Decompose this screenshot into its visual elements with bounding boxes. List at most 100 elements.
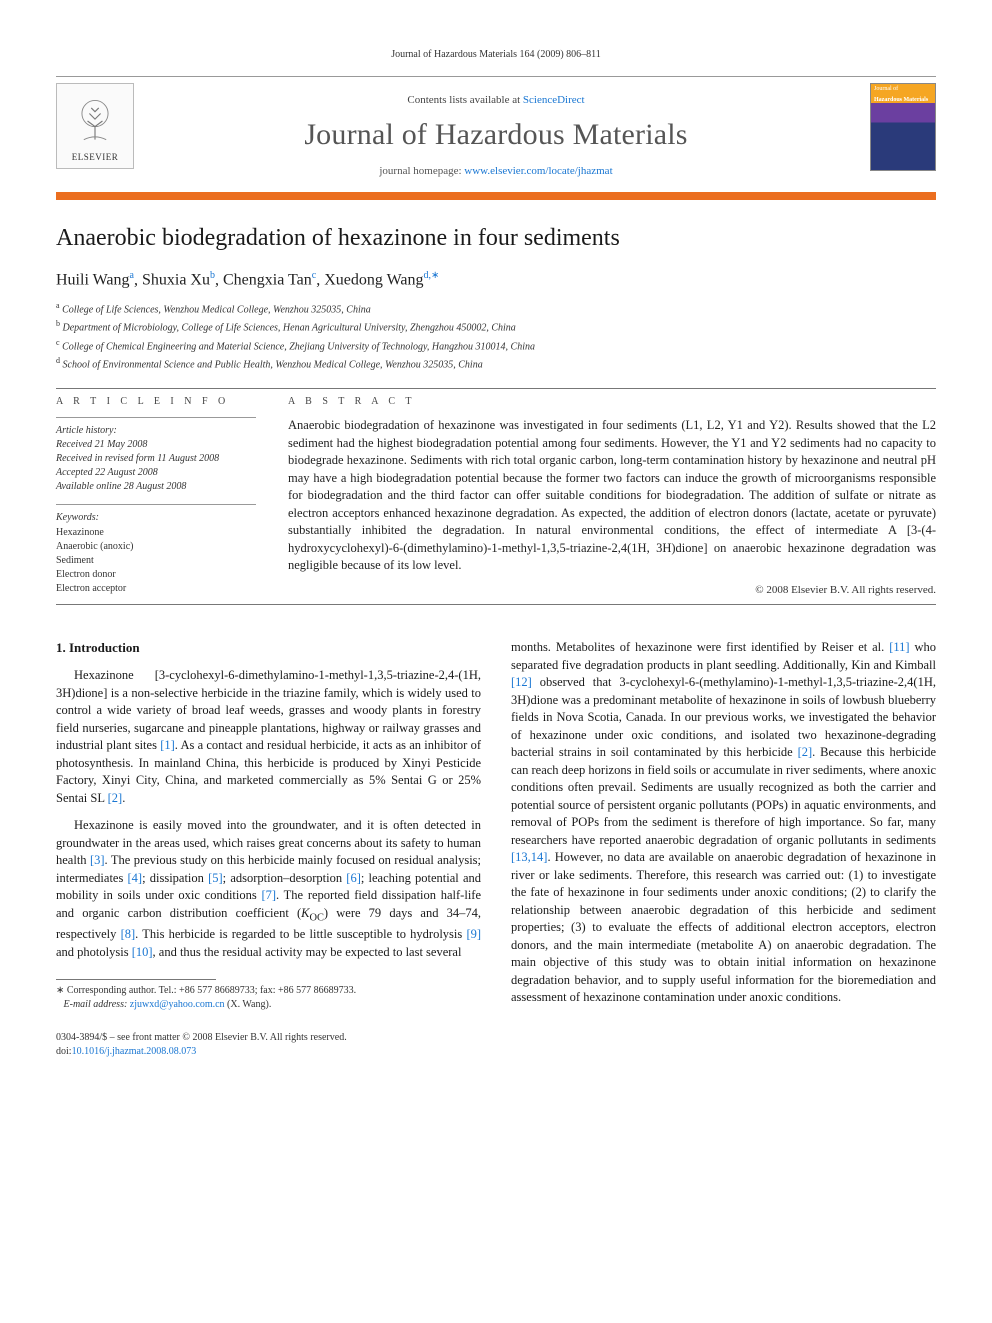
ref-9-link[interactable]: [9] (466, 927, 481, 941)
footer-doi-link[interactable]: 10.1016/j.jhazmat.2008.08.073 (72, 1046, 197, 1057)
p2i: and photolysis (56, 945, 132, 959)
ref-4-link[interactable]: [4] (128, 871, 143, 885)
homepage-prefix: journal homepage: (379, 165, 464, 177)
footnote-email-label: E-mail address: (64, 999, 130, 1010)
aff-d-sup: d (56, 356, 60, 365)
keywords-block: Keywords: Hexazinone Anaerobic (anoxic) … (56, 511, 256, 596)
authors-line: Huili Wanga, Shuxia Xub, Chengxia Tanc, … (56, 269, 936, 292)
p2d: ; adsorption–desorption (223, 871, 347, 885)
footnote-rule (56, 979, 216, 980)
history-revised: Received in revised form 11 August 2008 (56, 452, 256, 466)
ref-3-link[interactable]: [3] (90, 853, 105, 867)
ref-11-link[interactable]: [11] (889, 640, 909, 654)
koc-sub: OC (309, 912, 323, 923)
keyword-1: Hexazinone (56, 526, 256, 540)
cover-text-mid: Hazardous Materials (871, 95, 935, 106)
history-online: Available online 28 August 2008 (56, 480, 256, 494)
keyword-3: Sediment (56, 554, 256, 568)
article-history: Article history: Received 21 May 2008 Re… (56, 424, 256, 494)
aff-d-text: School of Environmental Science and Publ… (63, 359, 483, 370)
p3e: . However, no data are available on anae… (511, 850, 936, 1004)
cover-text-top: Journal of (871, 84, 935, 95)
elsevier-logo: ELSEVIER (56, 83, 134, 169)
history-accepted: Accepted 22 August 2008 (56, 466, 256, 480)
corresponding-author-footnote: ∗ Corresponding author. Tel.: +86 577 86… (56, 979, 481, 1012)
contents-prefix: Contents lists available at (407, 94, 522, 106)
ref-2-link[interactable]: [2] (108, 791, 123, 805)
affiliations-block: a College of Life Sciences, Wenzhou Medi… (56, 300, 936, 372)
homepage-link[interactable]: www.elsevier.com/locate/jhazmat (464, 165, 612, 177)
journal-cover-thumbnail: Journal of Hazardous Materials (870, 83, 936, 171)
footnote-email-link[interactable]: zjuwxd@yahoo.com.cn (130, 999, 225, 1010)
article-title: Anaerobic biodegradation of hexazinone i… (56, 222, 936, 256)
affiliation-b: b Department of Microbiology, College of… (56, 318, 936, 335)
header-citation: Journal of Hazardous Materials 164 (2009… (56, 48, 936, 62)
keyword-4: Electron donor (56, 568, 256, 582)
footer-front-matter: 0304-3894/$ – see front matter © 2008 El… (56, 1031, 347, 1045)
article-info-heading: A R T I C L E I N F O (56, 395, 256, 409)
masthead: ELSEVIER Journal of Hazardous Materials … (56, 77, 936, 180)
history-received: Received 21 May 2008 (56, 438, 256, 452)
ref-12-link[interactable]: [12] (511, 675, 532, 689)
homepage-line: journal homepage: www.elsevier.com/locat… (56, 164, 936, 179)
abstract-heading: A B S T R A C T (288, 395, 936, 409)
p2c: ; dissipation (142, 871, 208, 885)
author-3: Chengxia Tan (223, 272, 312, 289)
author-2-aff: b (210, 270, 215, 281)
aff-c-sup: c (56, 338, 60, 347)
intro-para-1: Hexazinone [3-cyclohexyl-6-dimethylamino… (56, 667, 481, 807)
sciencedirect-link[interactable]: ScienceDirect (523, 94, 585, 106)
ref-10-link[interactable]: [10] (132, 945, 153, 959)
author-4-corr-mark: ,∗ (429, 270, 440, 281)
footnote-email-suffix: (X. Wang). (225, 999, 272, 1010)
history-label: Article history: (56, 424, 256, 438)
article-info-column: A R T I C L E I N F O Article history: R… (56, 395, 256, 598)
aff-c-text: College of Chemical Engineering and Mate… (62, 341, 535, 352)
body-col-right: months. Metabolites of hexazinone were f… (511, 639, 936, 1017)
ref-8-link[interactable]: [8] (121, 927, 136, 941)
ref-13-14-link[interactable]: [13,14] (511, 850, 547, 864)
rule-info-1 (56, 417, 256, 418)
ref-7-link[interactable]: [7] (261, 888, 276, 902)
author-2: Shuxia Xu (142, 272, 210, 289)
ref-2b-link[interactable]: [2] (798, 745, 813, 759)
p3a: months. Metabolites of hexazinone were f… (511, 640, 889, 654)
rule-info-2 (56, 504, 256, 505)
p1c: . (122, 791, 125, 805)
p2h: . This herbicide is regarded to be littl… (135, 927, 466, 941)
abstract-text: Anaerobic biodegradation of hexazinone w… (288, 417, 936, 575)
ref-6-link[interactable]: [6] (346, 871, 361, 885)
author-4: Xuedong Wang (324, 272, 423, 289)
keywords-label: Keywords: (56, 511, 256, 525)
rule-below-abstract (56, 604, 936, 605)
affiliation-d: d School of Environmental Science and Pu… (56, 355, 936, 372)
body-two-columns: 1. Introduction Hexazinone [3-cyclohexyl… (56, 639, 936, 1017)
ref-1-link[interactable]: [1] (160, 738, 175, 752)
aff-a-text: College of Life Sciences, Wenzhou Medica… (62, 304, 371, 315)
abstract-copyright: © 2008 Elsevier B.V. All rights reserved… (288, 583, 936, 598)
p3d: . Because this herbicide can reach deep … (511, 745, 936, 847)
page-footer: 0304-3894/$ – see front matter © 2008 El… (56, 1031, 936, 1059)
elsevier-tree-icon (67, 93, 123, 149)
author-3-aff: c (312, 270, 316, 281)
ref-5-link[interactable]: [5] (208, 871, 223, 885)
keyword-2: Anaerobic (anoxic) (56, 540, 256, 554)
affiliation-c: c College of Chemical Engineering and Ma… (56, 337, 936, 354)
orange-rule (56, 192, 936, 200)
elsevier-label: ELSEVIER (72, 151, 119, 164)
footer-left: 0304-3894/$ – see front matter © 2008 El… (56, 1031, 347, 1059)
keyword-5: Electron acceptor (56, 582, 256, 596)
aff-b-sup: b (56, 319, 60, 328)
footer-doi-prefix: doi: (56, 1046, 72, 1057)
section-1-heading: 1. Introduction (56, 639, 481, 657)
contents-available-line: Contents lists available at ScienceDirec… (56, 93, 936, 108)
intro-para-2: Hexazinone is easily moved into the grou… (56, 817, 481, 961)
aff-b-text: Department of Microbiology, College of L… (63, 323, 516, 334)
rule-above-info (56, 388, 936, 389)
journal-name: Journal of Hazardous Materials (56, 114, 936, 156)
affiliation-a: a College of Life Sciences, Wenzhou Medi… (56, 300, 936, 317)
author-1: Huili Wang (56, 272, 130, 289)
p2j: , and thus the residual activity may be … (153, 945, 462, 959)
aff-a-sup: a (56, 301, 60, 310)
body-col-left: 1. Introduction Hexazinone [3-cyclohexyl… (56, 639, 481, 1017)
